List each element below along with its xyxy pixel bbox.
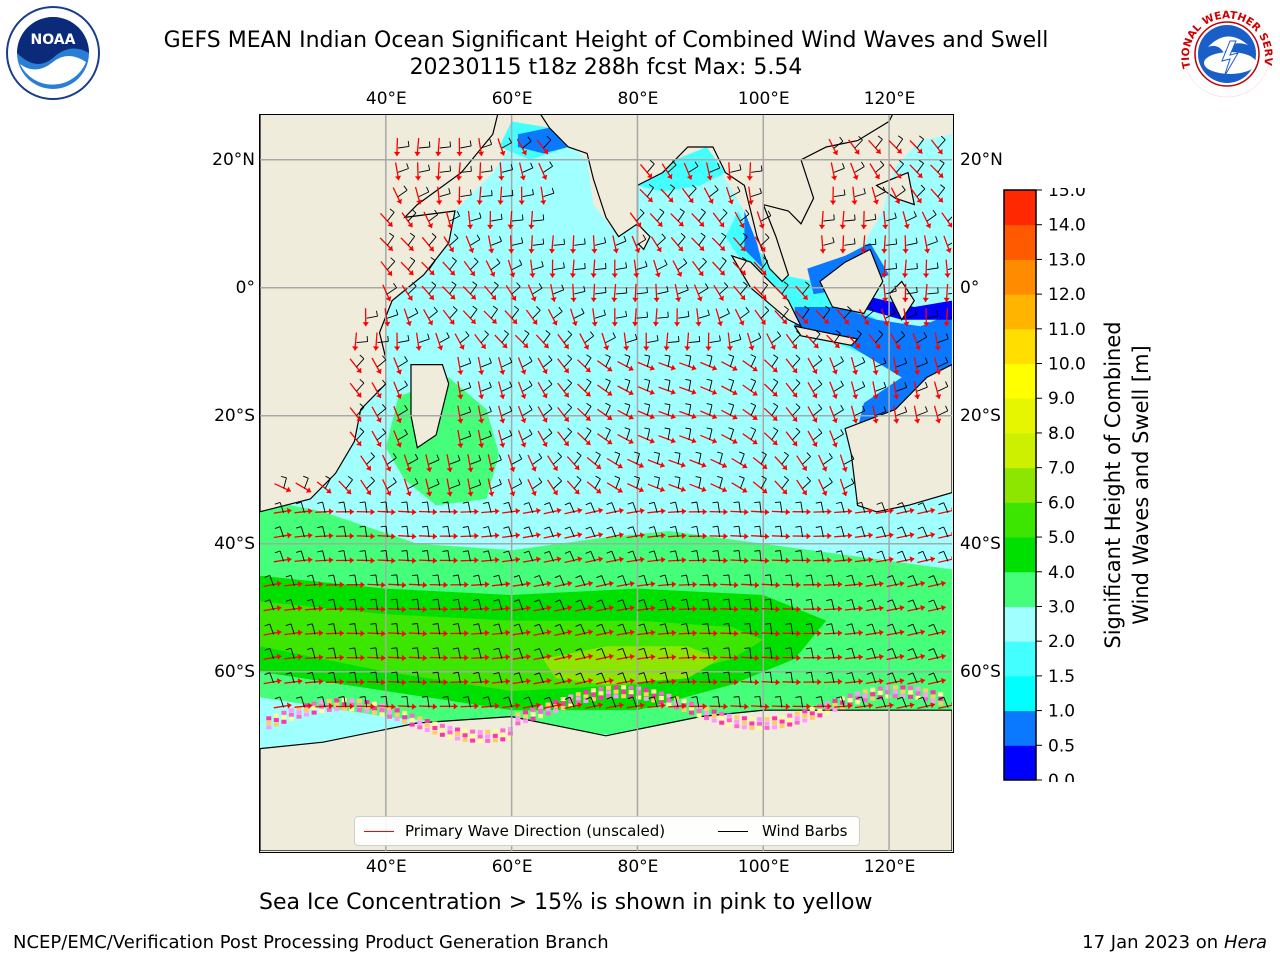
colorbar-segment xyxy=(1004,537,1036,573)
colorbar-segment xyxy=(1004,710,1036,746)
colorbar-segment xyxy=(1004,398,1036,434)
left-latitude-label: 20°S xyxy=(214,406,255,427)
vector-field xyxy=(263,135,953,710)
bottom-longitude-label: 80°E xyxy=(617,857,659,877)
top-longitude-label: 40°E xyxy=(365,89,407,109)
wind-barbs-legend-line xyxy=(718,831,748,832)
top-longitude-label: 80°E xyxy=(617,89,659,109)
colorbar-tick-label: 9.0 xyxy=(1048,389,1075,409)
colorbar-tick-label: 6.0 xyxy=(1048,493,1075,513)
colorbar-segment xyxy=(1004,467,1036,503)
right-latitude-label: 40°S xyxy=(960,534,1001,555)
colorbar-frame xyxy=(1003,189,1037,781)
colorbar-tick-label: 15.0 xyxy=(1048,188,1086,201)
right-latitude-label: 20°S xyxy=(960,406,1001,427)
map-canvas xyxy=(260,115,953,852)
map-gridlines xyxy=(260,115,952,851)
map-panel xyxy=(259,114,954,853)
colorbar-segment xyxy=(1004,224,1036,260)
gulf-of-oman-low-wave-area xyxy=(517,127,569,154)
colorbar-tick-label: 0.5 xyxy=(1048,736,1075,756)
footer-credit: NCEP/EMC/Verification Post Processing Pr… xyxy=(13,932,609,953)
colorbar-tick-label: 5.0 xyxy=(1048,528,1075,548)
bottom-longitude-label: 40°E xyxy=(365,857,407,877)
colorbar-tick-label: 8.0 xyxy=(1048,424,1075,444)
colorbar-segment xyxy=(1004,328,1036,365)
top-longitude-label: 60°E xyxy=(491,89,533,109)
colorbar-tick-label: 2.0 xyxy=(1048,632,1075,652)
footer-date: 17 Jan 2023 on xyxy=(1082,932,1219,953)
left-latitude-label: 0° xyxy=(235,278,255,299)
svg-text:NATIONAL WEATHER SERVICE: NATIONAL WEATHER SERVICE xyxy=(1178,5,1274,70)
footer-host: Hera xyxy=(1223,932,1267,953)
colorbar-segment xyxy=(1004,294,1036,330)
southern-ocean-peak-area xyxy=(543,646,720,685)
colorbar-tick-label: 1.5 xyxy=(1048,667,1075,687)
right-latitude-label: 60°S xyxy=(960,662,1001,683)
chart-title: GEFS MEAN Indian Ocean Significant Heigh… xyxy=(163,28,1049,53)
sea-ice-fringe xyxy=(266,685,944,743)
colorbar-segment xyxy=(1004,606,1036,642)
colorbar-segment xyxy=(1004,571,1036,607)
colorbar-segment xyxy=(1004,502,1036,538)
right-latitude-label: 20°N xyxy=(960,150,1003,171)
colorbar-segment xyxy=(1004,363,1036,399)
top-longitude-label: 120°E xyxy=(863,89,916,109)
borneo-land xyxy=(819,248,884,315)
colorbar-tick-label: 0.0 xyxy=(1048,771,1075,782)
wind-barbs-legend-label: Wind Barbs xyxy=(762,822,848,840)
colorbar-tick-label: 3.0 xyxy=(1048,598,1075,618)
left-latitude-label: 20°N xyxy=(212,150,255,171)
colorbar-tick-label: 4.0 xyxy=(1048,563,1075,583)
map-legend: Primary Wave Direction (unscaled) Wind B… xyxy=(354,816,860,846)
colorbar-title-line1: Significant Height of Combined xyxy=(1101,321,1125,649)
colorbar-tick-label: 1.0 xyxy=(1048,702,1075,722)
svg-text:NOAA: NOAA xyxy=(31,32,76,48)
nws-ring-text: NATIONAL WEATHER SERVICE xyxy=(1174,0,1276,103)
left-latitude-label: 60°S xyxy=(214,662,255,683)
colorbar-tick-label: 14.0 xyxy=(1048,216,1086,236)
left-latitude-label: 40°S xyxy=(214,534,255,555)
sea-ice-note: Sea Ice Concentration > 15% is shown in … xyxy=(259,890,873,915)
noaa-logo-icon: NOAA xyxy=(6,6,100,100)
colorbar-tick-label: 12.0 xyxy=(1048,285,1086,305)
colorbar-segment xyxy=(1004,641,1036,677)
top-longitude-label: 100°E xyxy=(737,89,790,109)
australia-land xyxy=(844,363,953,513)
wave-direction-legend-label: Primary Wave Direction (unscaled) xyxy=(405,822,666,840)
colorbar-tick-label: 11.0 xyxy=(1048,320,1086,340)
footer-timestamp: 17 Jan 2023 on Hera xyxy=(1082,932,1267,953)
colorbar-title: Significant Height of Combined Wind Wave… xyxy=(1099,285,1155,685)
colorbar-segment xyxy=(1004,675,1036,712)
colorbar-segment xyxy=(1004,190,1036,226)
colorbar: 0.0 0.5 1.0 1.5 2.0 3.0 4.0 5.0 6.0 7.0 8.0 9.0 10.0… xyxy=(1003,188,1086,782)
colorbar-segment xyxy=(1004,259,1036,295)
bottom-longitude-label: 120°E xyxy=(863,857,916,877)
colorbar-segment xyxy=(1004,432,1036,469)
wave-direction-legend-line xyxy=(364,831,394,832)
colorbar-tick-label: 13.0 xyxy=(1048,250,1086,270)
nws-logo-icon xyxy=(1180,7,1274,101)
bay-of-bengal-north-wave-area xyxy=(637,147,726,192)
colorbar-tick-label: 7.0 xyxy=(1048,459,1075,479)
andaman-low-wave-area xyxy=(744,211,764,269)
india-southeast-asia-land xyxy=(540,115,893,283)
bottom-longitude-label: 60°E xyxy=(491,857,533,877)
right-latitude-label: 0° xyxy=(960,278,980,299)
colorbar-title-line2: Wind Waves and Swell [m] xyxy=(1129,345,1153,625)
chart-subtitle: 20230115 t18z 288h fcst Max: 5.54 xyxy=(409,55,803,80)
colorbar-segment xyxy=(1004,745,1036,781)
bottom-longitude-label: 100°E xyxy=(737,857,790,877)
colorbar-tick-label: 10.0 xyxy=(1048,355,1086,375)
